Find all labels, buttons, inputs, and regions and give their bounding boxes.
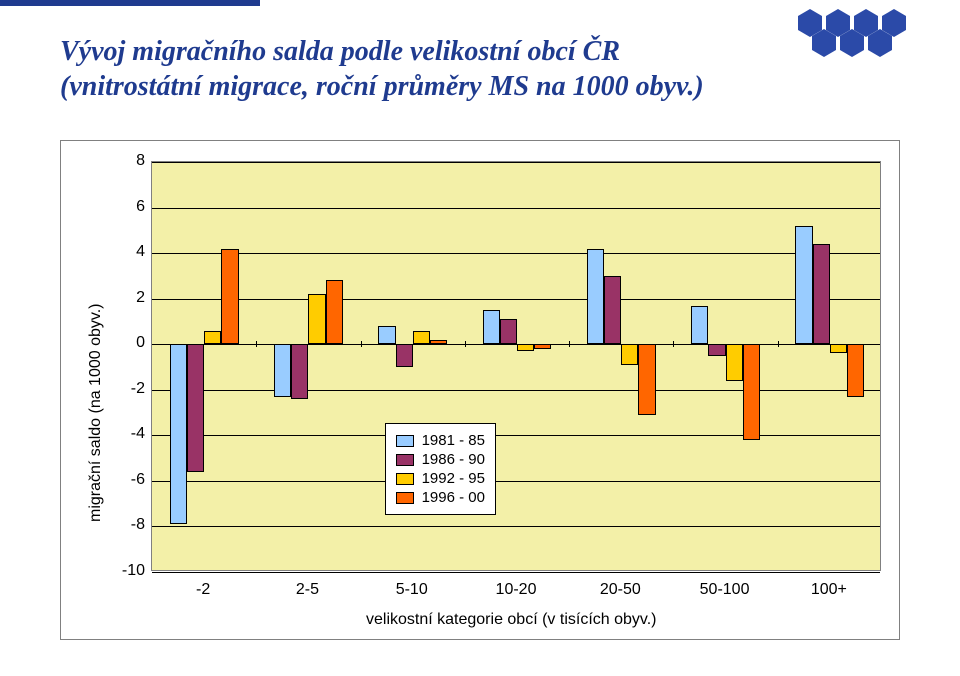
y-tick-label: -2 xyxy=(111,380,145,398)
x-tick-label: 5-10 xyxy=(396,581,428,599)
legend-label: 1981 - 85 xyxy=(422,432,485,449)
bar xyxy=(396,344,413,367)
legend-swatch xyxy=(396,473,414,485)
legend-label: 1996 - 00 xyxy=(422,489,485,506)
bar xyxy=(534,344,551,349)
y-axis-label: migrační saldo (na 1000 obyv.) xyxy=(87,303,105,521)
bar xyxy=(170,344,187,524)
y-tick-label: 6 xyxy=(111,198,145,216)
y-tick-label: -4 xyxy=(111,425,145,443)
y-tick-label: 0 xyxy=(111,334,145,352)
bar xyxy=(621,344,638,365)
legend-swatch xyxy=(396,454,414,466)
y-tick-label: -8 xyxy=(111,516,145,534)
bar xyxy=(638,344,655,415)
bar xyxy=(726,344,743,380)
bar xyxy=(500,319,517,344)
y-tick-label: 4 xyxy=(111,243,145,261)
bar xyxy=(308,294,325,344)
gridline xyxy=(152,572,880,573)
bar xyxy=(326,280,343,344)
x-tick-label: -2 xyxy=(196,581,210,599)
x-tick-label: 100+ xyxy=(811,581,847,599)
bar xyxy=(743,344,760,440)
bar xyxy=(847,344,864,396)
bar xyxy=(708,344,725,355)
x-tick-label: 2-5 xyxy=(296,581,319,599)
gridline xyxy=(152,526,880,527)
bar xyxy=(587,249,604,345)
y-tick-label: 8 xyxy=(111,152,145,170)
bar xyxy=(413,331,430,345)
gridline xyxy=(152,253,880,254)
legend-label: 1992 - 95 xyxy=(422,470,485,487)
gridline xyxy=(152,435,880,436)
x-tick-label: 50-100 xyxy=(700,581,750,599)
legend-item: 1986 - 90 xyxy=(396,451,485,468)
legend-label: 1986 - 90 xyxy=(422,451,485,468)
legend-item: 1992 - 95 xyxy=(396,470,485,487)
x-tick xyxy=(569,341,570,347)
gridline xyxy=(152,162,880,163)
bar xyxy=(274,344,291,396)
page-title: Vývoj migračního salda podle velikostní … xyxy=(60,34,880,104)
legend-item: 1981 - 85 xyxy=(396,432,485,449)
bar xyxy=(691,306,708,345)
chart-container: 8 6 4 2 0 -2 -4 -6 -8 -10 migrační saldo (na 1000 … xyxy=(60,140,900,640)
bar xyxy=(430,340,447,345)
bar xyxy=(483,310,500,344)
legend-swatch xyxy=(396,492,414,504)
title-line-2: (vnitrostátní migrace, roční průměry MS … xyxy=(60,69,880,104)
legend: 1981 - 85 1986 - 90 1992 - 95 1996 - 00 xyxy=(385,423,496,515)
x-tick-label: 10-20 xyxy=(496,581,537,599)
gridline xyxy=(152,481,880,482)
bar xyxy=(795,226,812,344)
x-tick xyxy=(673,341,674,347)
bar xyxy=(604,276,621,344)
x-tick xyxy=(778,341,779,347)
legend-item: 1996 - 00 xyxy=(396,489,485,506)
bar xyxy=(813,244,830,344)
x-axis-label: velikostní kategorie obcí (v tisících ob… xyxy=(366,611,656,629)
gridline xyxy=(152,208,880,209)
x-tick xyxy=(361,341,362,347)
header-stripe xyxy=(0,0,260,6)
bar xyxy=(830,344,847,353)
bar xyxy=(291,344,308,399)
plot-area xyxy=(151,161,881,571)
bar xyxy=(221,249,238,345)
title-line-1: Vývoj migračního salda podle velikostní … xyxy=(60,34,880,69)
x-tick xyxy=(465,341,466,347)
gridline xyxy=(152,299,880,300)
gridline xyxy=(152,344,880,345)
y-tick-label: -10 xyxy=(111,562,145,580)
gridline xyxy=(152,390,880,391)
x-tick xyxy=(256,341,257,347)
bar xyxy=(378,326,395,344)
bar xyxy=(204,331,221,345)
bar xyxy=(517,344,534,351)
y-tick-label: -6 xyxy=(111,471,145,489)
x-tick-label: 20-50 xyxy=(600,581,641,599)
legend-swatch xyxy=(396,435,414,447)
y-tick-label: 2 xyxy=(111,289,145,307)
bar xyxy=(187,344,204,472)
